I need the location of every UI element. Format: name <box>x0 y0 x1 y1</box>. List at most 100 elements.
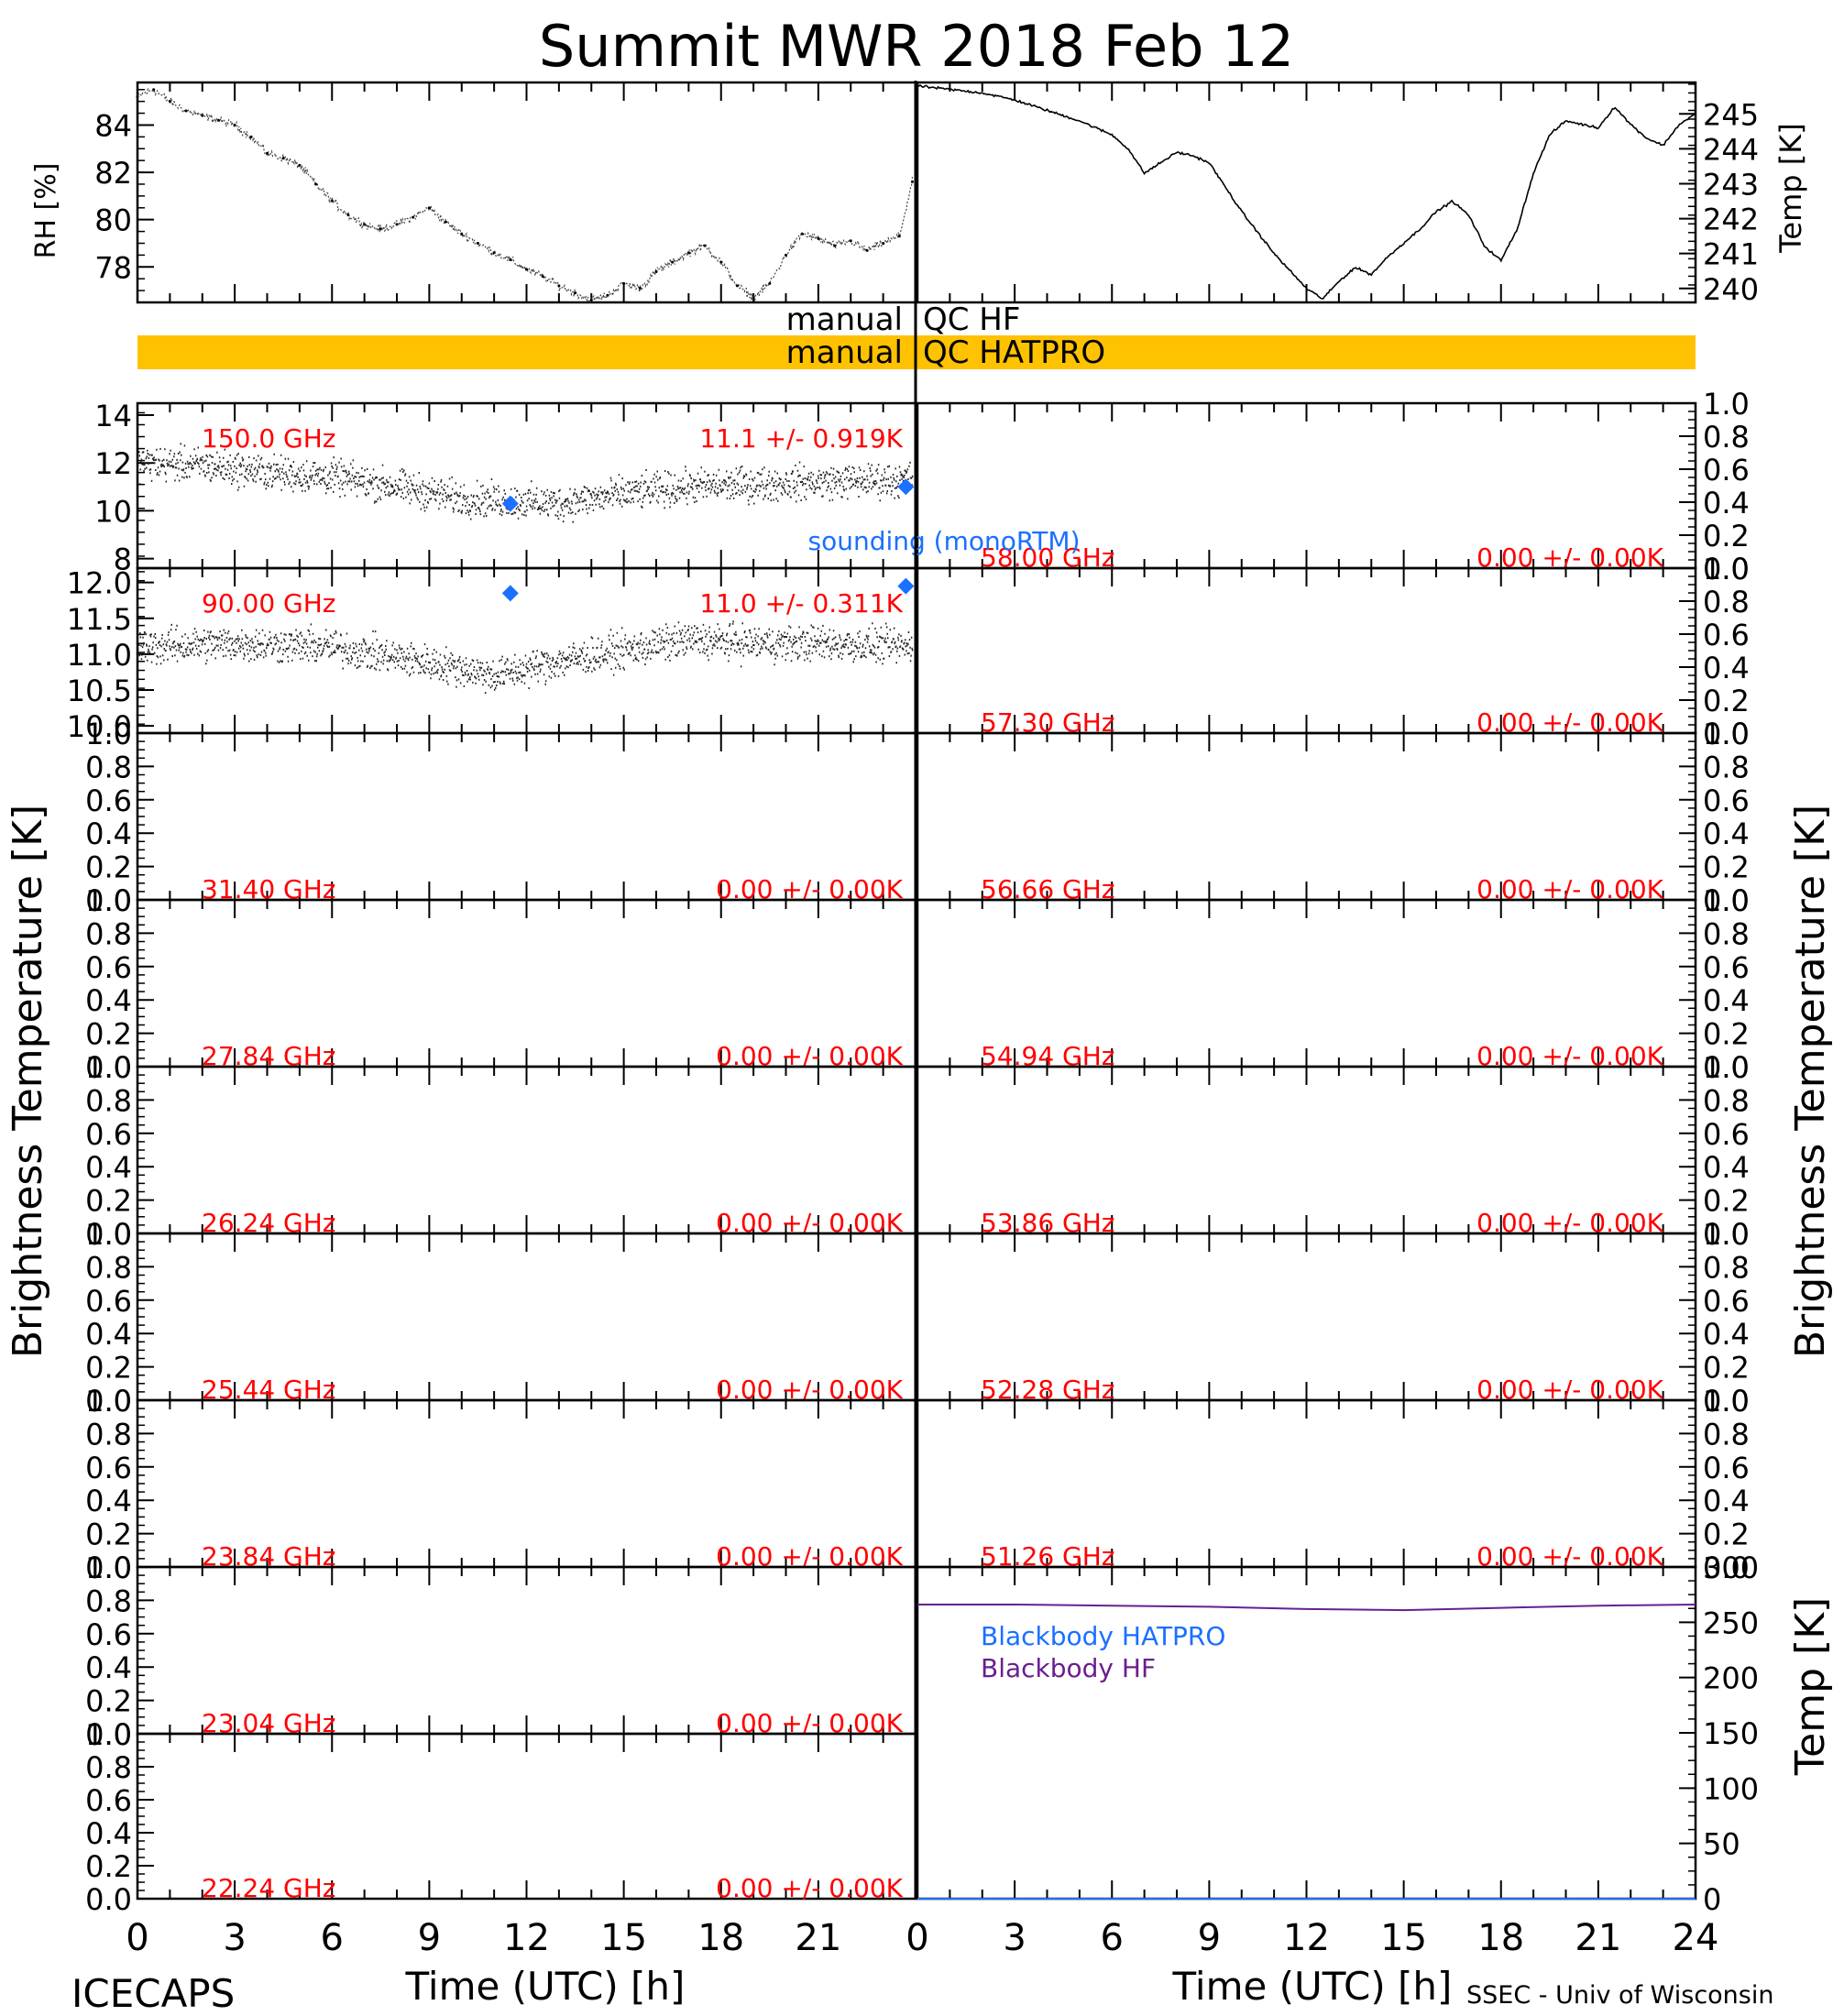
left-2-sounding-point <box>897 577 915 595</box>
rh-point <box>152 88 156 92</box>
left-9-ytick-label: 1.0 <box>85 1717 132 1752</box>
right-4-panel: 0.00.20.40.60.81.054.94 GHz 0.00 +/- 0.00… <box>916 883 1750 1085</box>
rh-ytick-label: 80 <box>94 203 132 238</box>
right-3-ytick-label: 0.2 <box>1703 850 1750 885</box>
rh-point <box>363 223 367 226</box>
left-8-ytick-label: 0.4 <box>85 1650 132 1685</box>
left-3-ytick-label: 0.4 <box>85 816 132 851</box>
right-2-ytick-label: 0.6 <box>1703 618 1750 652</box>
right-3-ytick-label: 0.6 <box>1703 783 1750 818</box>
right-6-ytick-label: 0.4 <box>1703 1317 1750 1352</box>
right-x-tick-label: 12 <box>1283 1917 1330 1959</box>
left-9-ytick-label: 0.6 <box>85 1783 132 1818</box>
left-7-ytick-label: 0.8 <box>85 1417 132 1452</box>
right-4-ytick-label: 1.0 <box>1703 883 1750 918</box>
right-7-ytick-label: 0.0 <box>1703 1550 1750 1585</box>
rh-point <box>249 135 253 138</box>
rh-point <box>216 118 220 122</box>
left-2-ytick-label: 10.5 <box>67 674 132 708</box>
right-x-tick-label: 6 <box>1101 1917 1124 1959</box>
rh-point <box>509 258 512 262</box>
left-7-ytick-label: 1.0 <box>85 1384 132 1419</box>
left-9-ytick-label: 0.8 <box>85 1750 132 1785</box>
right-5-ytick-label: 0.2 <box>1703 1184 1750 1219</box>
rh-point <box>395 223 399 226</box>
right-2-ytick-label: 1.0 <box>1703 552 1750 586</box>
right-x-tick-label: 18 <box>1477 1917 1524 1959</box>
rh-point <box>671 260 675 264</box>
left-7-ytick-label: 0.4 <box>85 1484 132 1518</box>
left-4-ytick-label: 0.0 <box>85 1050 132 1085</box>
rh-point <box>703 244 707 247</box>
left-3-ytick-label: 1.0 <box>85 717 132 751</box>
right-x-tick-label: 15 <box>1380 1917 1427 1959</box>
qc-hf-left-label: manual <box>786 301 903 338</box>
rh-point <box>768 281 772 285</box>
left-x-tick-label: 9 <box>418 1917 441 1959</box>
right-7-ytick-label: 0.2 <box>1703 1517 1750 1552</box>
temp-ytick-label: 241 <box>1703 237 1759 272</box>
right-x-tick-label: 24 <box>1673 1917 1719 1959</box>
rh-point <box>752 296 755 300</box>
rh-point <box>589 298 593 301</box>
left-2-ytick-label: 10.0 <box>67 709 132 744</box>
right-3-ytick-label: 0.0 <box>1703 883 1750 918</box>
right-2-ytick-label: 0.4 <box>1703 651 1750 685</box>
right-3-ytick-label: 1.0 <box>1703 717 1750 751</box>
left-4-ytick-label: 0.4 <box>85 983 132 1018</box>
rh-ytick-label: 78 <box>94 250 132 285</box>
right-3-ytick-label: 0.8 <box>1703 750 1750 784</box>
rh-ytick-label: 82 <box>94 156 132 191</box>
blackbody-ytick-label: 50 <box>1703 1827 1740 1862</box>
figure-title: Summit MWR 2018 Feb 12 <box>539 13 1294 80</box>
rh-point <box>379 227 382 231</box>
left-1-channel-label: 150.0 GHz <box>202 423 336 454</box>
left-1-ytick-label: 12 <box>94 446 132 481</box>
rh-point <box>201 114 204 117</box>
temp-ytick-label: 242 <box>1703 203 1759 237</box>
temp-series <box>916 84 1696 300</box>
right-5-ytick-label: 0.4 <box>1703 1150 1750 1185</box>
left-x-tick-label: 0 <box>126 1917 148 1959</box>
right-2-ytick-label: 0.2 <box>1703 684 1750 718</box>
rh-point <box>882 241 885 245</box>
rh-point <box>330 199 334 203</box>
left-9-ytick-label: 0.0 <box>85 1882 132 1917</box>
right-6-ytick-label: 1.0 <box>1703 1217 1750 1252</box>
rh-point <box>412 215 415 219</box>
footer-icecaps: ICECAPS <box>71 1971 235 2016</box>
rh-point <box>266 151 269 155</box>
left-2-stat-label: 11.0 +/- 0.311K <box>699 588 903 619</box>
rh-point <box>168 100 171 104</box>
left-2-channel-label: 90.00 GHz <box>202 588 336 619</box>
left-9-stat-label: 0.00 +/- 0.00K <box>716 1873 903 1903</box>
blackbody-legend-0: Blackbody HATPRO <box>981 1621 1225 1651</box>
rh-point <box>136 94 139 98</box>
temp-ytick-label: 240 <box>1703 272 1759 307</box>
right-3-ytick-label: 0.4 <box>1703 816 1750 851</box>
left-2-data-cloud <box>137 620 914 695</box>
left-7-ytick-label: 0.2 <box>85 1517 132 1552</box>
left-5-ytick-label: 0.4 <box>85 1150 132 1185</box>
left-2-ytick-label: 11.0 <box>67 638 132 673</box>
rh-panel: 78 80 82 84 <box>94 81 917 304</box>
left-6-ytick-label: 0.4 <box>85 1317 132 1352</box>
rh-point <box>346 214 350 217</box>
left-5-ytick-label: 0.8 <box>85 1083 132 1118</box>
left-6-ytick-label: 1.0 <box>85 1217 132 1252</box>
rh-point <box>800 232 804 236</box>
rh-point <box>233 123 236 126</box>
blackbody-ytick-label: 0 <box>1703 1882 1721 1917</box>
right-x-tick-label: 9 <box>1198 1917 1221 1959</box>
right-x-tick-label: 0 <box>906 1917 928 1959</box>
rh-point <box>444 220 447 224</box>
left-x-tick-label: 12 <box>503 1917 550 1959</box>
right-5-panel: 0.00.20.40.60.81.053.86 GHz 0.00 +/- 0.00… <box>916 1050 1750 1252</box>
rh-point <box>525 268 528 271</box>
blackbody-panel: 0 50 100 150 200 250 300 Blackbody HATPROBlackb… <box>916 1550 1759 1917</box>
left-2-sounding-point <box>501 585 519 602</box>
rh-point <box>606 293 609 297</box>
left-6-ytick-label: 0.2 <box>85 1351 132 1386</box>
